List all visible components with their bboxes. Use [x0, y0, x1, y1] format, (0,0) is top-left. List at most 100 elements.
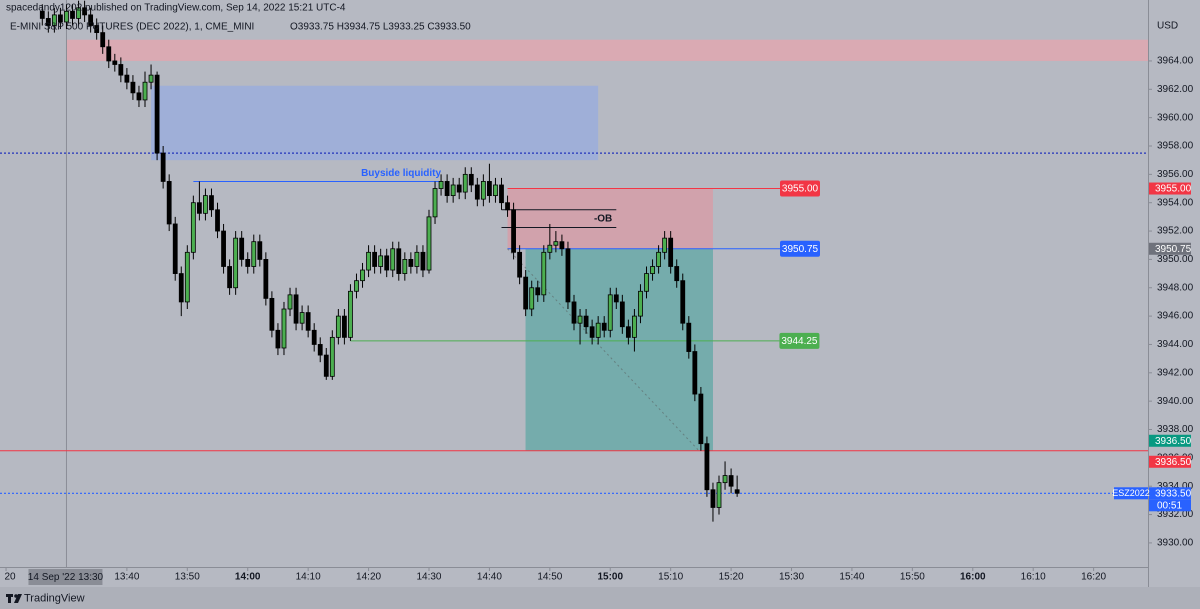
axes: USD3930.003932.003934.003936.003938.0039…: [4, 0, 1200, 587]
crosshair-label-box: [28, 569, 103, 585]
candle-body: [625, 326, 631, 338]
countdown: 00:51: [1157, 500, 1182, 511]
candle-body: [142, 81, 148, 101]
candle-body: [64, 10, 69, 23]
candle-body: [650, 266, 655, 274]
candle-body: [257, 241, 263, 260]
candle-body: [130, 81, 136, 94]
price-label-text: 3955.00: [782, 184, 819, 195]
y-tick-label: 3944.00: [1157, 339, 1194, 350]
y-tick-label: 3954.00: [1157, 197, 1194, 208]
candle-body: [577, 315, 583, 324]
candle-body: [281, 308, 287, 349]
candle-body: [263, 259, 269, 299]
candle-body: [190, 202, 196, 253]
candle-body: [160, 152, 166, 182]
price-tag: [1149, 487, 1191, 500]
symbol-tag-box: [1114, 487, 1148, 500]
candle-body: [680, 280, 686, 324]
candle-body: [203, 195, 208, 214]
candle-body: [487, 181, 492, 197]
candle-body: [698, 393, 704, 445]
y-tick-label: 3958.00: [1157, 141, 1194, 152]
y-tick-label: 3948.00: [1157, 282, 1194, 293]
candle-body: [100, 32, 106, 48]
candle-body: [523, 276, 529, 310]
candle-body: [716, 482, 722, 508]
candle-body: [323, 354, 329, 377]
candle-body: [311, 329, 317, 345]
candle-body: [468, 173, 474, 186]
candle-body: [632, 315, 637, 338]
candle-body: [674, 266, 680, 282]
price-label-text: 3944.25: [781, 336, 818, 347]
candle-body: [58, 14, 63, 23]
currency: USD: [1157, 21, 1178, 32]
logo-shape: [14, 594, 22, 603]
x-tick-label: 14:00: [235, 572, 261, 583]
candle-body: [118, 64, 124, 76]
x-tick-label: 13:40: [114, 572, 139, 583]
candle-body: [94, 25, 100, 34]
candle-body: [329, 336, 335, 377]
candle-body: [408, 259, 414, 267]
candle-body: [341, 315, 347, 338]
candle-body: [360, 269, 365, 282]
candle-body: [644, 273, 649, 292]
candle-body: [124, 74, 130, 83]
zone: [151, 85, 599, 161]
candle-body: [372, 251, 378, 267]
candle-body: [402, 259, 408, 274]
price-tag-text: 3950.75: [1155, 244, 1192, 255]
candle-body: [474, 184, 480, 200]
price-tag: [1149, 242, 1191, 255]
y-tick-label: 3932.00: [1157, 509, 1194, 520]
candle-body: [378, 255, 384, 267]
candle-body: [722, 475, 728, 484]
candle-body: [227, 266, 233, 289]
candle-body: [221, 230, 226, 267]
candle-body: [686, 322, 692, 352]
candle-body: [154, 74, 160, 154]
x-tick-label: 15:50: [900, 572, 925, 583]
candle-body: [547, 244, 553, 253]
risk-zone: [507, 188, 713, 249]
logo-shape: [8, 594, 11, 603]
price-label: 3955.00: [780, 180, 820, 197]
candle-body: [209, 195, 214, 211]
candle-body: [215, 209, 220, 232]
y-tick-label: 3930.00: [1157, 538, 1194, 549]
candle-body: [396, 248, 402, 274]
candle-body: [414, 251, 420, 267]
candle-body: [239, 237, 245, 260]
y-tick-label: 3956.00: [1157, 169, 1194, 180]
candle-body: [432, 188, 438, 218]
x-tick-label: 15:30: [779, 572, 804, 583]
candle-body: [233, 237, 239, 289]
price-label-text: 3950.75: [782, 244, 819, 255]
y-tick-label: 3934.00: [1157, 481, 1194, 492]
candle-body: [541, 251, 547, 296]
candle-body: [420, 251, 426, 271]
x-tick-label: 14:40: [477, 572, 502, 583]
candle-body: [438, 181, 444, 189]
candle-body: [269, 297, 275, 331]
candle-body: [704, 443, 710, 491]
x-tick-label: 16:20: [1081, 572, 1106, 583]
candle-body: [39, 10, 45, 19]
candle-body: [728, 475, 734, 487]
y-tick-label: 3940.00: [1157, 396, 1194, 407]
candle-body: [299, 312, 305, 324]
candle-body: [583, 315, 589, 328]
candle-body: [317, 344, 323, 356]
candle-body: [293, 294, 299, 324]
candle-body: [76, 7, 81, 19]
x-tick-label: 14:50: [537, 572, 562, 583]
logo: [6, 594, 22, 603]
candle-body: [692, 351, 698, 395]
plot-area: 3955.00 3950.75 Buyside liquidity 3944.25 -O…: [0, 0, 1149, 567]
candle-body: [613, 294, 619, 303]
price-label-box: [780, 240, 820, 257]
candle-body: [589, 326, 595, 338]
candle-body: [366, 251, 371, 271]
